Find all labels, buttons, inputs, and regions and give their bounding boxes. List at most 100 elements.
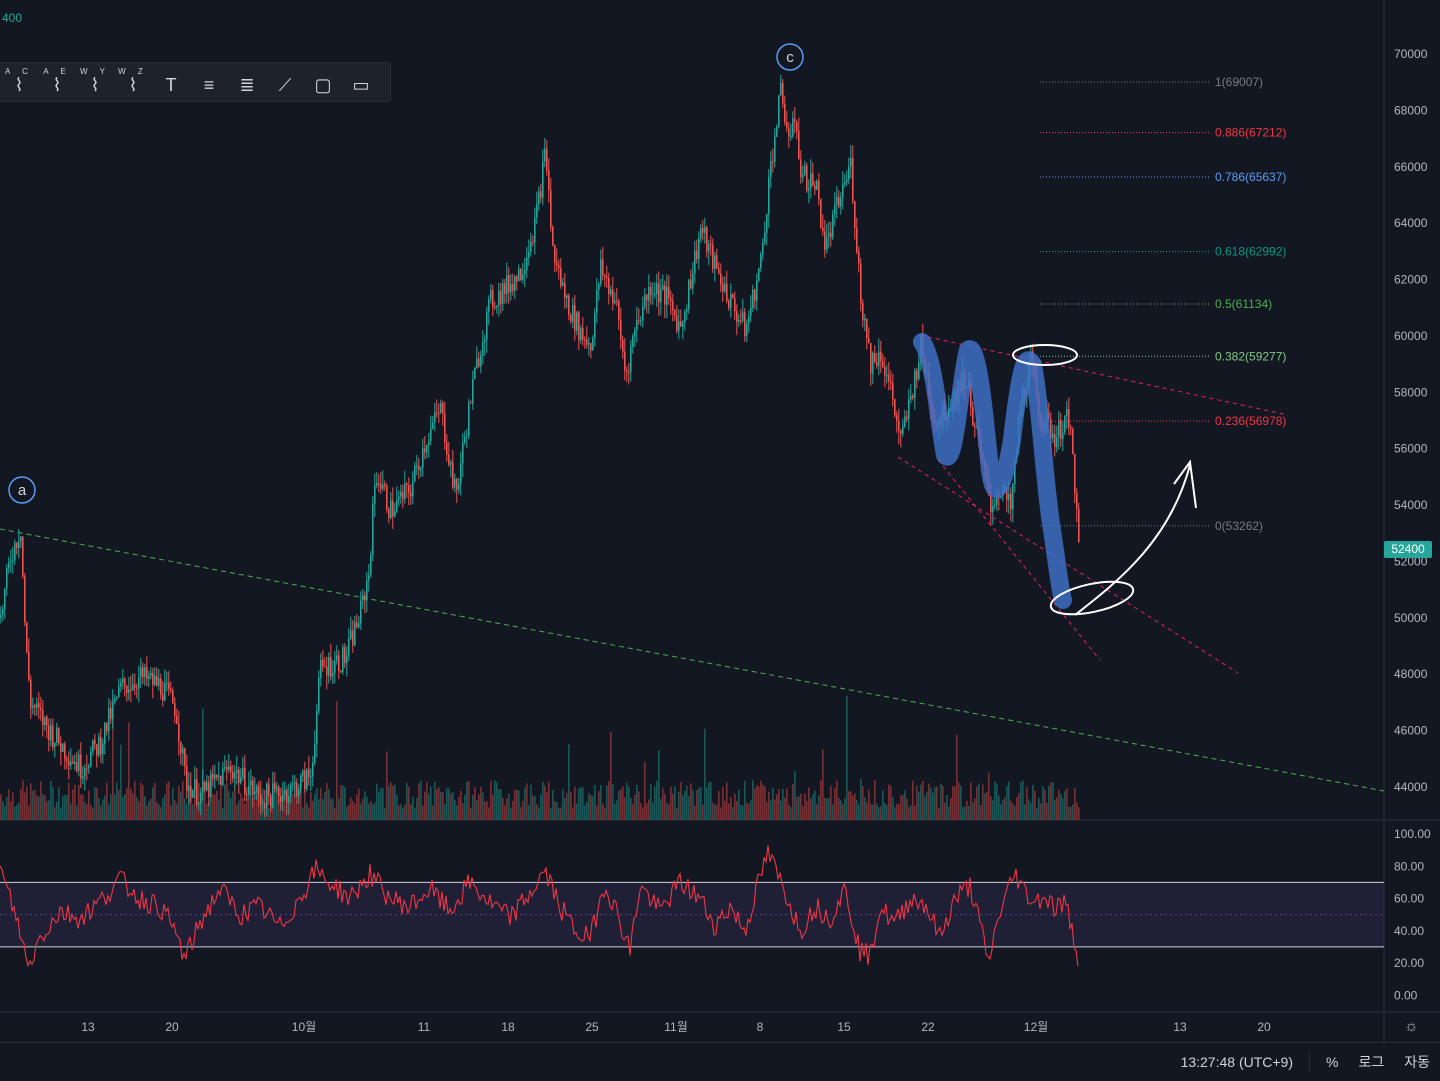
volume-bar (216, 790, 218, 820)
y-tick-label: 56000 (1394, 442, 1428, 456)
volume-bar (234, 788, 236, 820)
candle-body (844, 182, 846, 185)
volume-bar (372, 804, 374, 820)
volume-bar (526, 783, 528, 820)
chart-canvas[interactable]: 70000 68000 66000 64000 62000 60000 58000 56000… (0, 0, 1440, 1042)
volume-bar (932, 792, 934, 820)
volume-bar (778, 789, 780, 820)
gear-icon[interactable]: ☼ (1404, 1018, 1419, 1035)
volume-bar (586, 801, 588, 820)
candle-body (24, 576, 26, 623)
candle-body (384, 484, 386, 487)
candle-body (534, 217, 536, 243)
candle-body (794, 118, 796, 123)
volume-bar (674, 785, 676, 820)
volume-bar (300, 784, 302, 820)
candle-body (1012, 483, 1014, 510)
volume-bar (626, 782, 628, 820)
volume-bar (58, 787, 60, 820)
candle-body (1062, 432, 1064, 439)
candle-body (396, 499, 398, 512)
volume-bar (690, 783, 692, 820)
comment-tool[interactable]: ▭ (342, 63, 380, 101)
candle-body (292, 783, 294, 785)
volume-bar (660, 798, 662, 820)
volume-bar (16, 804, 18, 820)
candle-body (308, 769, 310, 778)
candle-body (8, 562, 10, 569)
volume-bar (82, 794, 84, 820)
volume-bar (388, 785, 390, 820)
candle-body (886, 375, 888, 377)
volume-bar (906, 798, 908, 820)
measure-tool[interactable]: ≡ (190, 63, 228, 101)
candle-body (122, 678, 124, 683)
candle-body (912, 396, 914, 399)
percent-scale-button[interactable]: % (1326, 1054, 1339, 1070)
volume-bar (864, 797, 866, 820)
volume-bar (340, 785, 342, 820)
volume-bar (134, 781, 136, 820)
volume-bar (852, 795, 854, 820)
volume-bar (1040, 803, 1042, 820)
x-tick-label: 22 (921, 1020, 935, 1034)
volume-bar (700, 787, 702, 820)
volume-bar (536, 804, 538, 820)
candle-body (1068, 409, 1070, 428)
elliott-wxy-tool[interactable]: ⌇ W Y (76, 63, 114, 101)
candle-body (686, 309, 688, 312)
log-scale-button[interactable]: 로그 (1358, 1054, 1385, 1070)
candle-body (730, 294, 732, 309)
volume-bar (432, 805, 434, 820)
volume-bar (808, 787, 810, 820)
volume-bar (514, 789, 516, 820)
candle-body (210, 774, 212, 798)
candle-body (706, 227, 708, 252)
candle-body (1048, 413, 1050, 420)
rectangle-tool[interactable]: ▢ (304, 63, 342, 101)
volume-bar (368, 803, 370, 820)
volume-bar (744, 780, 746, 820)
volume-bar (484, 801, 486, 820)
volume-bar (968, 805, 970, 820)
volume-bar (654, 786, 656, 820)
candle-body (194, 779, 196, 791)
candle-body (718, 268, 720, 274)
candle-body (750, 307, 752, 316)
volume-bar (578, 788, 580, 820)
candle-body (650, 286, 652, 295)
elliott-ae-tool[interactable]: ⌇ A E (38, 63, 76, 101)
volume-bar (618, 790, 620, 820)
candle-body (622, 339, 624, 352)
lines-tool[interactable]: ≣ (228, 63, 266, 101)
auto-scale-button[interactable]: 자동 (1404, 1054, 1430, 1070)
candle-body (160, 678, 162, 695)
volume-bar (804, 793, 806, 820)
volume-bar (998, 795, 1000, 820)
candle-body (6, 568, 8, 589)
elliott-wxz-tool[interactable]: ⌇ W Z (114, 63, 152, 101)
candle-body (386, 486, 388, 510)
text-tool[interactable]: T (152, 63, 190, 101)
candle-body (496, 305, 498, 308)
volume-bar (978, 783, 980, 820)
candle-body (832, 214, 834, 238)
volume-bar (396, 794, 398, 820)
candle-body (300, 775, 302, 790)
brush-tool[interactable]: ⟋ (266, 63, 304, 101)
candle-body (128, 689, 130, 693)
y-tick-label: 62000 (1394, 273, 1428, 287)
candle-body (270, 795, 272, 808)
volume-bar (1002, 799, 1004, 820)
volume-bar (336, 701, 338, 820)
volume-bar (228, 790, 230, 820)
volume-bar (692, 790, 694, 820)
candle-body (54, 742, 56, 747)
volume-bar (798, 796, 800, 820)
wave-label-circle (776, 43, 804, 71)
candle-body (138, 676, 140, 689)
elliott-abc-tool[interactable]: ⌇ A C (0, 63, 38, 101)
long-trendline (0, 528, 1385, 792)
volume-bar (404, 804, 406, 820)
volume-bar (556, 801, 558, 820)
